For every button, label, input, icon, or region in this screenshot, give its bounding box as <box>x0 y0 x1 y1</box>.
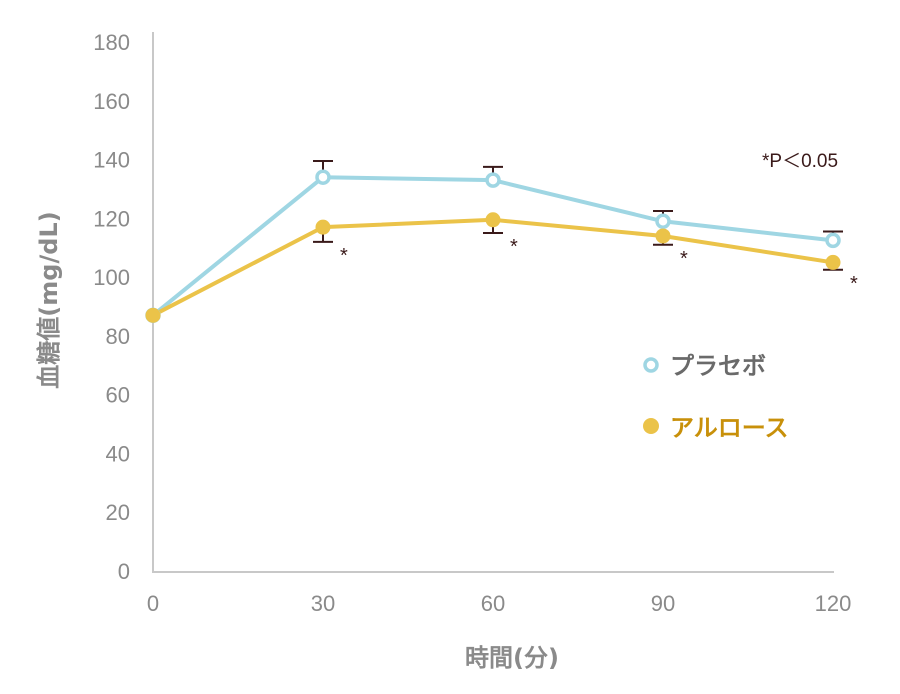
y-tick-label: 140 <box>93 148 130 173</box>
data-point-placebo <box>315 169 331 185</box>
legend-marker-placebo <box>643 357 659 373</box>
y-tick-label: 80 <box>106 324 130 349</box>
y-tick-labels: 0 20 40 60 80 100 120 140 160 180 <box>93 30 130 584</box>
y-tick-label: 40 <box>106 441 130 466</box>
data-point-placebo <box>485 172 501 188</box>
significance-star: * <box>850 273 858 295</box>
y-axis-label: 血糖値(mg/dL) <box>35 211 63 388</box>
y-tick-label: 20 <box>106 500 130 525</box>
data-point-placebo <box>655 213 671 230</box>
significance-star: * <box>680 248 688 270</box>
series-group: * * * * <box>145 160 858 324</box>
x-tick-label: 0 <box>147 591 159 616</box>
data-point-allulose <box>655 228 671 244</box>
data-point-allulose <box>825 254 841 270</box>
data-point-allulose <box>315 219 331 235</box>
y-tick-label: 120 <box>93 206 130 231</box>
y-tick-label: 160 <box>93 89 130 114</box>
y-tick-label: 180 <box>93 30 130 55</box>
legend: プラセボ アルロース <box>643 352 789 442</box>
x-tick-label: 60 <box>481 591 505 616</box>
x-axis-label: 時間(分) <box>465 644 559 672</box>
legend-label-allulose: アルロース <box>670 414 789 442</box>
significance-note: *P＜0.05 <box>762 151 838 172</box>
legend-marker-allulose <box>643 418 659 434</box>
x-tick-label: 90 <box>651 591 675 616</box>
y-tick-label: 0 <box>118 559 130 584</box>
legend-label-placebo: プラセボ <box>670 352 766 380</box>
axes <box>152 32 834 573</box>
x-tick-label: 30 <box>311 591 335 616</box>
x-tick-labels: 0 30 60 90 120 <box>147 591 851 616</box>
data-point-placebo <box>825 232 841 249</box>
x-tick-label: 120 <box>815 591 852 616</box>
data-point-allulose <box>145 307 161 323</box>
data-point-allulose <box>485 212 501 228</box>
significance-star: * <box>510 236 518 258</box>
y-tick-label: 60 <box>106 383 130 408</box>
y-tick-label: 100 <box>93 265 130 290</box>
significance-star: * <box>340 245 348 267</box>
